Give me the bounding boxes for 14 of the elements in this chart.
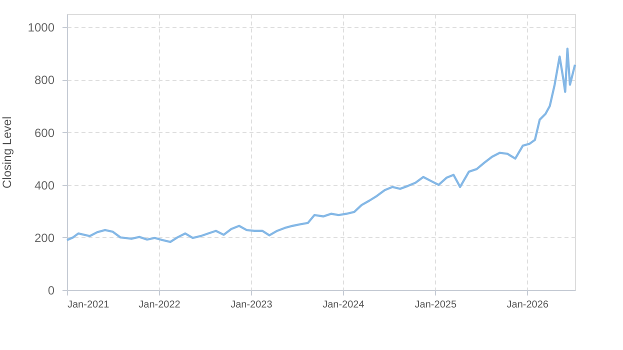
x-tick-label: Jan-2026	[506, 300, 549, 310]
y-tick-label: 1000	[28, 20, 55, 35]
x-tick-label: Jan-2024	[322, 300, 365, 310]
y-tick-label: 400	[34, 178, 55, 192]
y-tick-label: 600	[34, 126, 55, 140]
y-tick-label: 0	[48, 284, 55, 298]
x-tick-label: Jan-2023	[230, 300, 273, 310]
line-series	[66, 48, 576, 243]
x-tick-label: Jan-2025	[414, 300, 457, 310]
y-axis-title: Closing Level	[0, 116, 14, 189]
x-tick-label: Jan-2021	[68, 300, 110, 310]
x-tick-label: Jan-2022	[138, 300, 181, 310]
y-tick-label: 200	[34, 230, 55, 245]
y-tick-label: 800	[34, 73, 55, 88]
